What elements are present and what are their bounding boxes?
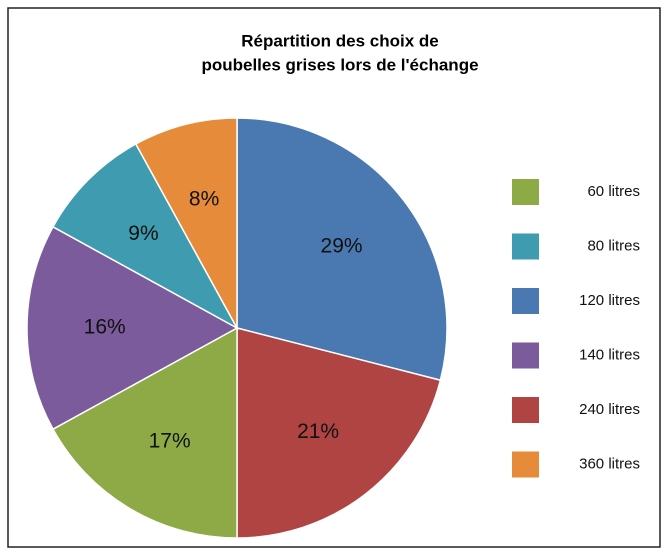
legend-swatch xyxy=(512,179,539,205)
pie-slice xyxy=(51,142,239,330)
pie-slice xyxy=(134,117,238,329)
data-label: 17% xyxy=(149,429,191,452)
pie-slice xyxy=(236,327,442,539)
legend-label: 80 litres xyxy=(587,237,640,254)
pie-slice xyxy=(51,326,238,539)
legend-swatch xyxy=(512,233,539,260)
data-label: 21% xyxy=(297,420,339,443)
pie-slice xyxy=(26,225,239,431)
legend-label: 240 litres xyxy=(579,401,640,418)
legend-label: 360 litres xyxy=(579,455,640,472)
legend-swatch xyxy=(512,451,539,478)
legend-label: 120 litres xyxy=(579,292,640,309)
chart-title: poubelles grises lors de l'échange xyxy=(201,55,478,74)
pie-slice xyxy=(236,117,448,382)
data-label: 29% xyxy=(321,234,363,257)
data-label: 16% xyxy=(84,316,126,339)
legend-label: 60 litres xyxy=(587,183,640,200)
legend-swatch xyxy=(512,288,539,314)
legend-swatch xyxy=(512,397,539,423)
legend-label: 140 litres xyxy=(579,346,640,363)
data-label: 9% xyxy=(128,222,158,245)
data-label: 8% xyxy=(189,187,219,210)
legend-swatch xyxy=(512,342,539,369)
chart-title: Répartition des choix de xyxy=(241,31,438,50)
